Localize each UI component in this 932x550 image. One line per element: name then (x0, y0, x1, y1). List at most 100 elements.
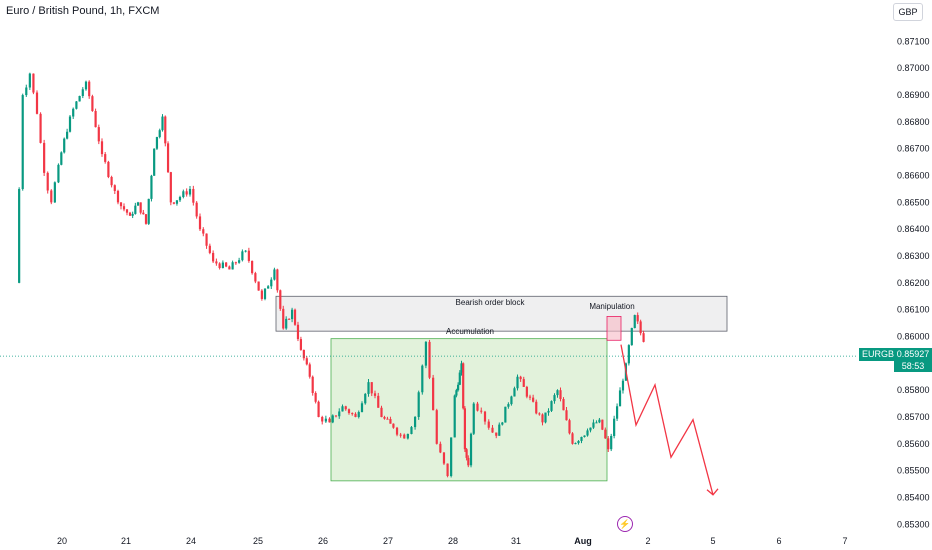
candle-body (263, 288, 267, 299)
candle-body (367, 382, 370, 394)
candle-body (185, 191, 188, 195)
candle-body (234, 262, 237, 264)
candle-body (66, 131, 69, 139)
candle-body (615, 406, 619, 419)
candle-body (428, 341, 431, 378)
x-tick-label: Aug (574, 536, 592, 546)
candle-body (94, 111, 97, 128)
candle-body (72, 108, 75, 117)
candle-body (63, 138, 66, 153)
candle-body (198, 216, 202, 230)
manipulation-zone[interactable] (606, 316, 622, 341)
candle-body (136, 202, 140, 206)
candle-body (161, 116, 164, 131)
y-tick-label: 0.85700 (897, 412, 930, 422)
candle-body (188, 188, 192, 195)
candle-body (453, 395, 456, 438)
candle-body (270, 279, 273, 287)
candle-body (592, 422, 595, 428)
x-tick-label: 28 (448, 536, 458, 546)
candle-body (601, 419, 604, 430)
candle-body (532, 397, 535, 402)
candle-body (150, 175, 153, 199)
zone-label: Accumulation (446, 327, 494, 336)
candle-body (321, 417, 324, 422)
candle-body (357, 412, 360, 418)
candle-body (116, 190, 120, 203)
candle-body (104, 154, 107, 162)
candle-body (178, 197, 182, 201)
candle-body (406, 433, 409, 439)
candle-body (510, 396, 513, 405)
candle-body (122, 206, 126, 210)
candle-body (399, 434, 402, 436)
candle-body (192, 188, 195, 203)
candle-body (46, 172, 49, 191)
candle-body (525, 386, 528, 397)
candle-body (341, 406, 344, 412)
y-tick-label: 0.85400 (897, 492, 930, 502)
candle-body (580, 436, 583, 441)
candle-body (598, 419, 601, 423)
candle-body (91, 96, 94, 112)
y-tick-label: 0.86100 (897, 305, 930, 315)
candle-body (528, 396, 532, 398)
candle-body (559, 390, 562, 400)
candle-body (457, 384, 460, 391)
candle-body (147, 198, 150, 224)
candle-body (128, 212, 132, 216)
projection-arrowhead (706, 488, 719, 496)
candle-body (562, 399, 565, 411)
candle-body (241, 251, 244, 261)
candle-body (50, 190, 53, 203)
countdown-value: 58:53 (901, 361, 925, 371)
y-tick-label: 0.86500 (897, 197, 930, 207)
candle-body (460, 363, 463, 373)
candle-body (383, 417, 386, 419)
candle-body (251, 260, 254, 274)
candle-body (586, 430, 589, 436)
candle-body (231, 262, 234, 270)
symbol-tag: EURGBP (859, 348, 904, 361)
candle-body (257, 281, 260, 291)
candle-body (110, 176, 113, 186)
y-tick-label: 0.86300 (897, 251, 930, 261)
candle-body (410, 427, 413, 434)
candle-body (347, 409, 351, 414)
candle-body (568, 420, 571, 434)
x-tick-label: 26 (318, 536, 328, 546)
candle-body (642, 333, 645, 342)
candle-body (491, 427, 494, 433)
candle-body (175, 200, 179, 204)
candle-body (395, 427, 399, 435)
candle-body (113, 185, 116, 191)
candle-body (435, 410, 438, 444)
candle-body (302, 349, 305, 359)
currency-button[interactable]: GBP (893, 3, 923, 21)
candle-body (583, 435, 586, 437)
candle-body (338, 411, 341, 417)
zone-label: Bearish order block (456, 298, 526, 307)
candle-body (305, 358, 308, 365)
candle-body (182, 191, 185, 198)
candle-body (155, 137, 159, 149)
y-tick-label: 0.85300 (897, 519, 930, 529)
zone-label: Manipulation (589, 302, 634, 311)
candle-body (610, 435, 613, 450)
bearish-order-block-zone[interactable] (275, 295, 728, 332)
candle-body (630, 328, 633, 346)
candle-body (516, 376, 519, 389)
candle-body (424, 341, 428, 366)
projection-path[interactable] (620, 344, 714, 495)
candle-body (417, 392, 420, 418)
candle-body (202, 229, 205, 234)
accumulation-zone[interactable] (330, 338, 608, 482)
candle-body (125, 209, 129, 213)
candle-body (439, 443, 442, 453)
candle-body (290, 309, 294, 320)
candle-body (618, 390, 622, 407)
lightning-icon[interactable]: ⚡ (617, 516, 633, 532)
candle-body (215, 261, 218, 264)
y-tick-label: 0.86900 (897, 90, 930, 100)
